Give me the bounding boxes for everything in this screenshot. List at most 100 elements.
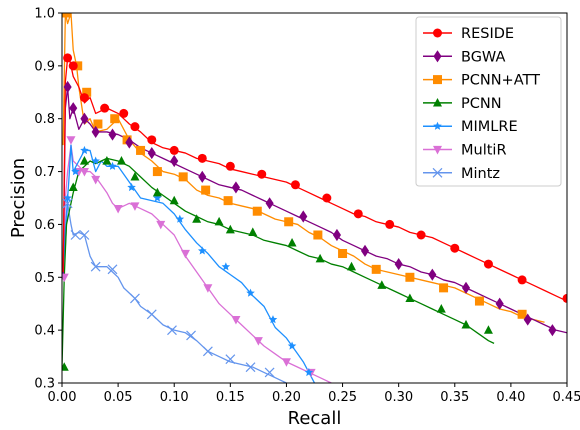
marker-pcnn-att: [62, 13, 71, 18]
marker-mimlre: [287, 341, 297, 350]
marker-pcnn: [248, 227, 258, 236]
marker-multir: [231, 315, 241, 325]
marker-multir: [130, 202, 140, 211]
marker-bgwa: [80, 112, 89, 125]
marker-mintz: [79, 230, 90, 240]
marker-pcnn-att: [201, 185, 211, 195]
series-markers-mimlre: [63, 145, 314, 377]
legend-entry-bgwa: BGWA: [423, 49, 505, 65]
marker-mintz: [245, 362, 256, 373]
marker-bgwa: [428, 268, 437, 281]
marker-reside: [385, 219, 395, 229]
marker-mimlre: [221, 262, 231, 271]
series-line-multir: [62, 144, 332, 383]
marker-bgwa: [69, 102, 78, 115]
marker-mintz: [146, 309, 157, 320]
marker-multir: [180, 249, 190, 259]
marker-bgwa: [125, 136, 134, 149]
marker-pcnn: [130, 171, 140, 181]
marker-mintz: [202, 346, 213, 357]
legend-marker: [433, 75, 442, 85]
series-line-reside: [62, 57, 567, 302]
marker-pcnn: [461, 319, 471, 329]
marker-reside: [63, 53, 73, 63]
marker-pcnn-att: [93, 119, 103, 129]
marker-layer: [62, 13, 567, 378]
marker-reside: [169, 145, 179, 155]
marker-reside: [147, 135, 157, 145]
marker-pcnn-att: [152, 167, 162, 177]
legend-entry-mimlre: MIMLRE: [423, 119, 518, 135]
y-tick-label: 0.8: [34, 112, 55, 127]
marker-mimlre: [246, 288, 255, 297]
x-tick-label: 0.20: [272, 390, 301, 405]
series-markers-pcnn: [62, 156, 493, 371]
marker-pcnn: [152, 187, 162, 197]
marker-multir: [281, 358, 291, 367]
marker-bgwa: [332, 228, 341, 242]
x-tick-label: 0.05: [104, 390, 133, 405]
x-axis-label: Recall: [288, 408, 342, 429]
marker-reside: [353, 209, 363, 219]
marker-reside: [517, 275, 527, 285]
legend-entry-reside: RESIDE: [423, 26, 514, 42]
marker-pcnn: [79, 156, 89, 165]
marker-multir: [66, 136, 76, 145]
x-tick-label: 0.30: [384, 390, 413, 405]
marker-pcnn: [377, 280, 387, 289]
marker-bgwa: [147, 146, 156, 160]
y-tick-label: 1.0: [34, 7, 55, 22]
marker-reside: [68, 61, 78, 71]
marker-pcnn: [347, 261, 357, 271]
marker-pcnn-att: [223, 196, 233, 206]
marker-pcnn-att: [252, 206, 262, 216]
marker-mintz: [90, 261, 101, 272]
marker-bgwa: [91, 125, 100, 139]
series-markers-mintz: [62, 198, 275, 378]
x-tick-label: 0.15: [216, 390, 245, 405]
x-axis: 0.00 0.05 0.10 0.15 0.20 0.25 0.30 0.35 0.40 0.45: [48, 383, 580, 405]
marker-mimlre: [268, 315, 278, 324]
marker-bgwa: [394, 257, 403, 271]
marker-pcnn: [214, 216, 224, 226]
marker-pcnn-att: [517, 309, 527, 319]
x-tick-label: 0.00: [48, 390, 77, 405]
marker-pcnn: [483, 325, 493, 334]
marker-bgwa: [265, 197, 274, 210]
marker-mintz: [62, 198, 73, 209]
marker-reside: [450, 243, 460, 253]
x-tick-label: 0.40: [496, 390, 525, 405]
marker-mintz: [107, 264, 118, 275]
marker-pcnn-att: [284, 217, 294, 227]
legend-label: BGWA: [461, 49, 505, 65]
marker-reside: [197, 153, 207, 163]
marker-reside: [290, 180, 300, 190]
marker-reside: [225, 161, 235, 171]
y-tick-label: 0.6: [34, 218, 55, 233]
legend-label: MIMLRE: [461, 119, 518, 135]
marker-reside: [416, 230, 426, 240]
marker-pcnn: [315, 253, 325, 263]
legend-label: Mintz: [461, 166, 500, 182]
legend-entry-pcnn-att: PCNN+ATT: [423, 73, 540, 89]
marker-reside: [79, 93, 89, 103]
marker-mintz: [70, 230, 81, 240]
marker-pcnn: [102, 156, 112, 165]
series-line-pcnn-att: [62, 13, 545, 323]
series-line-mimlre: [62, 144, 316, 383]
marker-mintz: [264, 367, 275, 378]
marker-bgwa: [108, 128, 117, 141]
x-tick-label: 0.25: [328, 390, 357, 405]
y-axis-label: Precision: [8, 158, 29, 238]
marker-bgwa: [231, 181, 240, 194]
legend-entry-mintz: Mintz: [423, 166, 500, 182]
marker-pcnn: [169, 195, 179, 205]
legend-marker: [433, 28, 442, 38]
legend-marker: [433, 97, 442, 107]
marker-multir: [62, 273, 69, 283]
legend-marker: [433, 121, 442, 130]
marker-mintz: [167, 325, 177, 336]
marker-multir: [156, 220, 166, 230]
y-tick-label: 0.5: [34, 271, 55, 286]
legend-marker: [433, 50, 442, 63]
